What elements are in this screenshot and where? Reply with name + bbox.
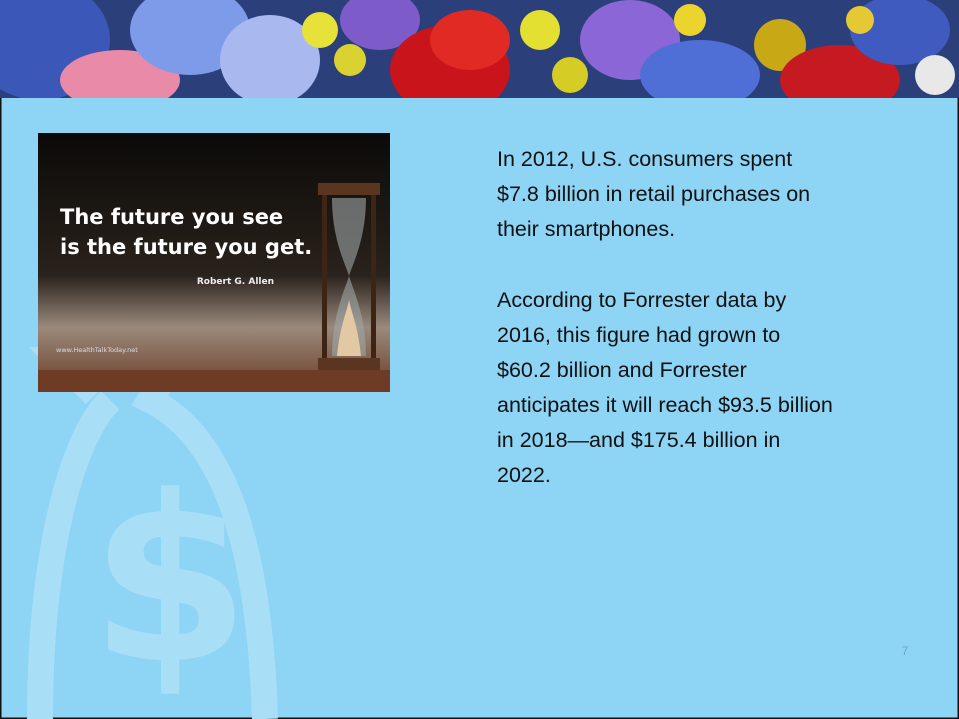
quote-line: The future you see — [60, 205, 283, 229]
image-website: www.HealthTalkToday.net — [56, 346, 138, 354]
money-bag-watermark: $ — [27, 347, 278, 719]
svg-text:$: $ — [90, 448, 250, 715]
body-line: In 2012, U.S. consumers spent — [497, 147, 792, 171]
body-line: According to Forrester data by — [497, 288, 786, 312]
body-line: their smartphones. — [497, 217, 675, 241]
flower-banner — [0, 0, 959, 98]
body-line: 2016, this figure had grown to — [497, 323, 780, 347]
body-line: 2022. — [497, 463, 551, 487]
hourglass — [318, 183, 380, 370]
body-line: anticipates it will reach $93.5 billion — [497, 393, 833, 417]
quote-image: The future you see is the future you get… — [38, 133, 390, 392]
body-line: $60.2 billion and Forrester — [497, 358, 747, 382]
slide-number: 7 — [902, 644, 909, 658]
quote-line: is the future you get. — [60, 235, 312, 259]
body-line: in 2018—and $175.4 billion in — [497, 428, 780, 452]
body-text: In 2012, U.S. consumers spent $7.8 billi… — [497, 147, 833, 487]
body-line: $7.8 billion in retail purchases on — [497, 182, 810, 206]
quote-author: Robert G. Allen — [197, 277, 274, 287]
